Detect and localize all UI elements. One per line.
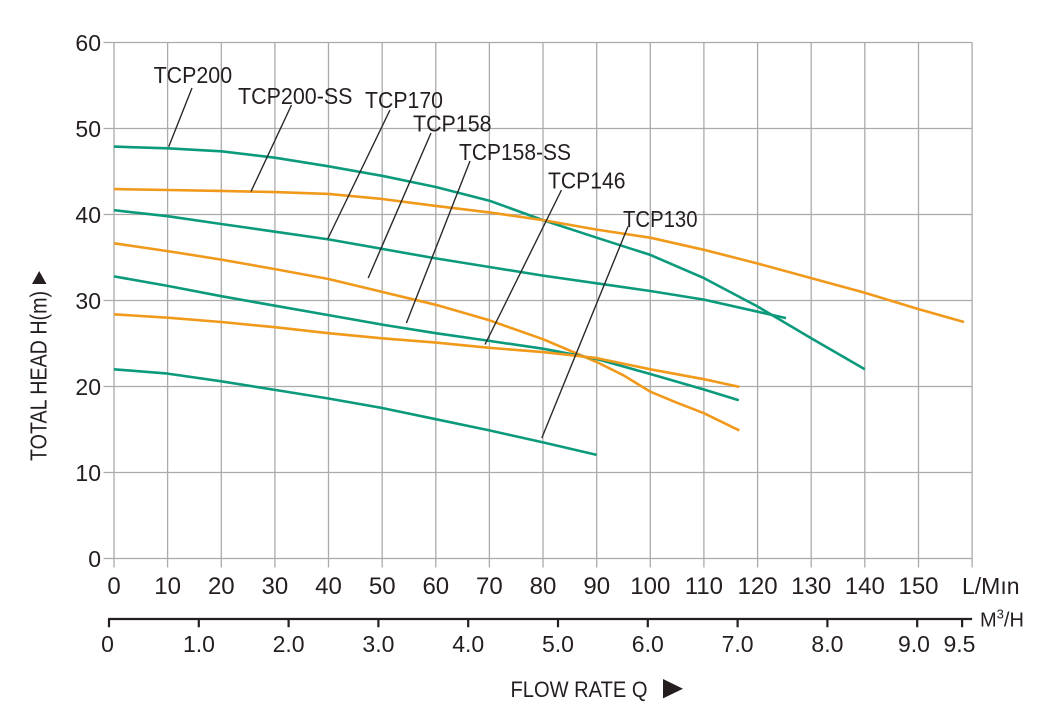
- svg-text:100: 100: [630, 573, 670, 600]
- svg-text:3.0: 3.0: [362, 631, 394, 657]
- svg-text:70: 70: [476, 573, 503, 600]
- svg-text:2.0: 2.0: [273, 631, 305, 657]
- svg-text:40: 40: [75, 202, 101, 228]
- svg-text:80: 80: [530, 573, 557, 600]
- svg-text:110: 110: [685, 573, 723, 600]
- svg-text:60: 60: [422, 573, 449, 600]
- svg-text:0: 0: [88, 546, 101, 572]
- svg-text:5.0: 5.0: [542, 631, 574, 657]
- svg-text:TCP130: TCP130: [623, 206, 698, 232]
- svg-text:30: 30: [75, 288, 101, 314]
- svg-text:TCP146: TCP146: [548, 168, 626, 194]
- svg-text:50: 50: [369, 573, 396, 600]
- svg-text:TOTAL HEAD H(m): TOTAL HEAD H(m): [26, 291, 52, 461]
- svg-text:10: 10: [154, 573, 181, 600]
- svg-text:40: 40: [315, 573, 342, 600]
- svg-text:6.0: 6.0: [632, 631, 664, 657]
- svg-text:8.0: 8.0: [811, 631, 843, 657]
- svg-text:90: 90: [583, 573, 610, 600]
- svg-text:60: 60: [75, 30, 101, 56]
- svg-text:0: 0: [101, 631, 114, 657]
- svg-text:TCP158: TCP158: [413, 111, 492, 137]
- svg-text:FLOW RATE Q: FLOW RATE Q: [511, 677, 648, 702]
- svg-text:20: 20: [75, 374, 101, 400]
- svg-text:150: 150: [898, 573, 938, 600]
- svg-text:30: 30: [262, 573, 289, 600]
- svg-text:9.5: 9.5: [944, 631, 976, 657]
- svg-text:10: 10: [75, 460, 101, 486]
- svg-text:7.0: 7.0: [722, 631, 754, 657]
- svg-text:TCP200-SS: TCP200-SS: [238, 83, 353, 109]
- svg-text:4.0: 4.0: [452, 631, 484, 657]
- svg-text:20: 20: [208, 573, 235, 600]
- svg-text:140: 140: [845, 573, 885, 600]
- svg-text:120: 120: [738, 573, 778, 600]
- svg-text:TCP200: TCP200: [154, 62, 233, 88]
- svg-text:9.0: 9.0: [898, 631, 930, 657]
- svg-text:1.0: 1.0: [183, 631, 215, 657]
- svg-text:0: 0: [107, 573, 120, 600]
- svg-text:50: 50: [75, 116, 101, 142]
- svg-text:TCP170: TCP170: [365, 87, 443, 113]
- svg-text:L/Mın: L/Mın: [962, 573, 1020, 599]
- svg-text:TCP158-SS: TCP158-SS: [459, 139, 571, 165]
- svg-text:130: 130: [791, 573, 831, 600]
